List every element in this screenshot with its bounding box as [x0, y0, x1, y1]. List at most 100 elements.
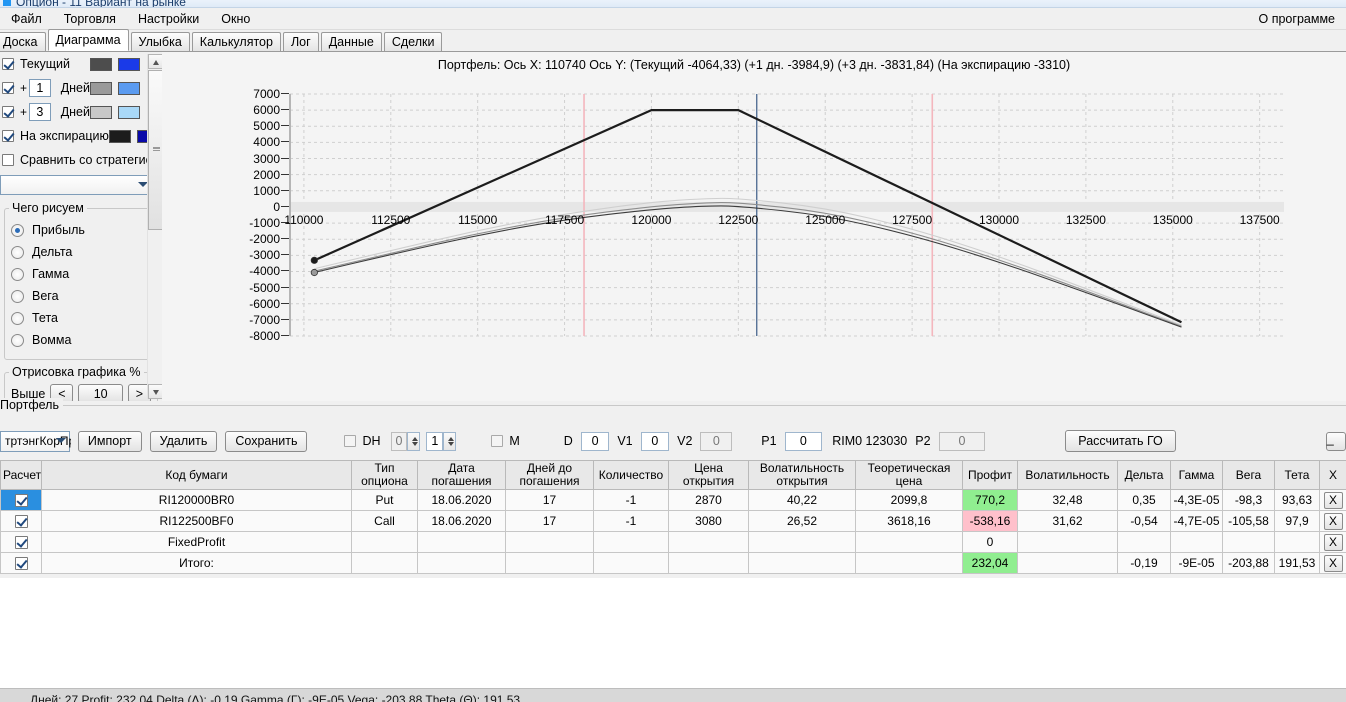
row-delta[interactable]: 0,35	[1117, 489, 1171, 511]
row-open-vol[interactable]	[748, 552, 856, 574]
radio-vega[interactable]: Вега	[11, 285, 151, 307]
row-open-price[interactable]: 3080	[668, 510, 749, 532]
radio-delta[interactable]: Дельта	[11, 241, 151, 263]
row-calc-checkbox[interactable]	[14, 515, 28, 529]
row-open-price[interactable]: 2870	[668, 489, 749, 511]
row-theta[interactable]: 97,9	[1274, 510, 1320, 532]
series-plus1-color2[interactable]	[118, 81, 140, 95]
minimize-button[interactable]: _	[1325, 431, 1346, 451]
row-profit[interactable]: 0	[962, 531, 1018, 553]
row-remove-cell[interactable]: X	[1319, 489, 1346, 511]
radio-profit[interactable]: Прибыль	[11, 219, 151, 241]
row-option-type[interactable]	[351, 531, 418, 553]
row-quantity[interactable]	[593, 531, 669, 553]
row-open-vol[interactable]	[748, 531, 856, 553]
row-vega[interactable]: -98,3	[1222, 489, 1275, 511]
radio-theta[interactable]: Тета	[11, 307, 151, 329]
row-calc-checkbox[interactable]	[14, 536, 28, 550]
dh-value1-stepper[interactable]	[407, 431, 421, 451]
p1-input[interactable]: 0	[784, 431, 823, 451]
th-vega[interactable]: Вега	[1222, 460, 1275, 490]
series-row-current[interactable]: Текущий	[0, 52, 162, 76]
p2-input[interactable]: 0	[938, 431, 986, 451]
row-calc-checkbox[interactable]	[14, 494, 28, 508]
row-theor-price[interactable]: 3618,16	[855, 510, 963, 532]
calculate-go-button[interactable]: Рассчитать ГО	[1065, 430, 1176, 452]
row-remove-cell[interactable]: X	[1319, 552, 1346, 574]
row-remove-button[interactable]: X	[1323, 512, 1343, 530]
row-profit[interactable]: 232,04	[962, 552, 1018, 574]
row-expiry-date[interactable]	[417, 552, 506, 574]
radio-vega-indicator[interactable]	[11, 289, 24, 303]
series-plus3-days-input[interactable]: 3	[29, 103, 51, 121]
series-plus3-color2[interactable]	[118, 105, 140, 119]
row-expiry-date[interactable]	[417, 531, 506, 553]
scroll-up-arrow[interactable]	[148, 54, 162, 69]
portfolio-select[interactable]: тртэнгКорПр	[0, 430, 71, 452]
tab-dannye[interactable]: Данные	[320, 32, 382, 51]
menu-item-file[interactable]: Файл	[11, 11, 42, 26]
dh-value2-input[interactable]: 1	[426, 431, 444, 451]
d-input[interactable]: 0	[580, 431, 610, 451]
row-gamma[interactable]: -4,3E-05	[1170, 489, 1223, 511]
row-calc-checkbox-cell[interactable]	[0, 510, 42, 532]
tab-log[interactable]: Лог	[282, 32, 319, 51]
row-option-type[interactable]	[351, 552, 418, 574]
row-calc-checkbox[interactable]	[14, 557, 28, 571]
series-row-plus3[interactable]: + 3 Дней	[0, 100, 162, 124]
series-current-checkbox[interactable]	[2, 58, 14, 70]
save-button[interactable]: Сохранить	[225, 430, 308, 452]
row-gamma[interactable]	[1170, 531, 1223, 553]
row-delta[interactable]: -0,54	[1117, 510, 1171, 532]
row-vega[interactable]	[1222, 531, 1275, 553]
series-expiration-checkbox[interactable]	[2, 130, 14, 142]
menu-item-trade[interactable]: Торговля	[63, 11, 116, 26]
th-gamma[interactable]: Гамма	[1170, 460, 1223, 490]
v2-input[interactable]: 0	[700, 431, 733, 451]
row-open-price[interactable]	[668, 552, 749, 574]
payoff-chart[interactable]: 7000 6000 5000 4000 3000 2000 1000 0 -1000 -2000-…	[162, 86, 1346, 391]
delete-button[interactable]: Удалить	[149, 430, 218, 452]
row-remove-button[interactable]: X	[1323, 533, 1343, 551]
radio-theta-indicator[interactable]	[11, 311, 24, 325]
th-days-to-expiry[interactable]: Дней до погашения	[505, 460, 594, 490]
row-open-price[interactable]	[668, 531, 749, 553]
series-plus1-checkbox[interactable]	[2, 82, 14, 94]
series-plus3-color1[interactable]	[90, 105, 112, 119]
menu-item-settings[interactable]: Настройки	[137, 11, 200, 26]
row-theor-price[interactable]	[855, 531, 963, 553]
series-plus3-checkbox[interactable]	[2, 106, 14, 118]
scrollbar-thumb[interactable]	[148, 70, 162, 230]
row-quantity[interactable]	[593, 552, 669, 574]
th-option-type[interactable]: Тип опциона	[351, 460, 418, 490]
radio-delta-indicator[interactable]	[11, 245, 24, 259]
row-volatility[interactable]: 32,48	[1017, 489, 1118, 511]
scroll-down-arrow[interactable]	[148, 384, 162, 399]
series-plus1-days-input[interactable]: 1	[29, 79, 51, 97]
row-volatility[interactable]: 31,62	[1017, 510, 1118, 532]
row-volatility[interactable]	[1017, 552, 1118, 574]
th-quantity[interactable]: Количество	[593, 460, 669, 490]
dh-value2-stepper[interactable]	[443, 431, 457, 451]
row-vega[interactable]: -105,58	[1222, 510, 1275, 532]
radio-gamma-indicator[interactable]	[11, 267, 24, 281]
row-quantity[interactable]: -1	[593, 510, 669, 532]
th-volatility[interactable]: Волатильность	[1017, 460, 1118, 490]
th-calc[interactable]: Расчет	[0, 460, 42, 490]
row-gamma[interactable]: -9E-05	[1170, 552, 1223, 574]
strategy-select[interactable]	[0, 175, 152, 195]
th-theta[interactable]: Тета	[1274, 460, 1320, 490]
menu-item-about[interactable]: О программе	[1258, 11, 1335, 26]
th-code[interactable]: Код бумаги	[41, 460, 352, 490]
tab-ulybka[interactable]: Улыбка	[130, 32, 190, 51]
row-code[interactable]: RI122500BF0	[41, 510, 352, 532]
row-days-to-expiry[interactable]: 17	[505, 510, 594, 532]
row-quantity[interactable]: -1	[593, 489, 669, 511]
row-expiry-date[interactable]: 18.06.2020	[417, 489, 506, 511]
row-profit[interactable]: -538,16	[962, 510, 1018, 532]
row-calc-checkbox-cell[interactable]	[0, 552, 42, 574]
tab-diagramma[interactable]: Диаграмма	[47, 29, 129, 51]
th-profit[interactable]: Профит	[962, 460, 1018, 490]
series-row-expiration[interactable]: На экспирацию	[0, 124, 162, 148]
row-option-type[interactable]: Call	[351, 510, 418, 532]
